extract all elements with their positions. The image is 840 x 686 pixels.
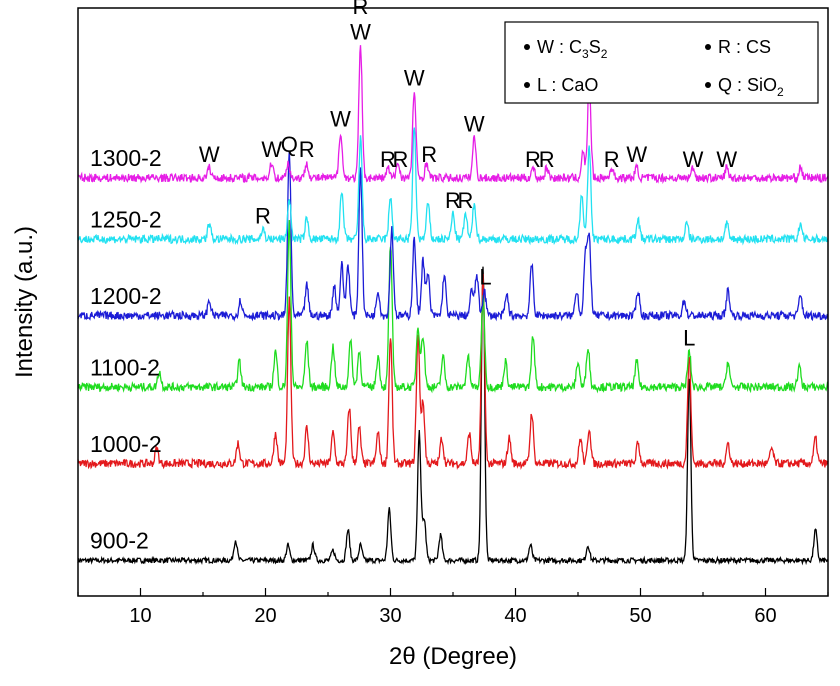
series-label: 1250-2 <box>90 206 162 232</box>
x-tick-label: 40 <box>504 605 526 627</box>
peak-label: W <box>464 112 485 137</box>
series-label: 1100-2 <box>90 354 160 380</box>
series-label: 1000-2 <box>90 431 162 457</box>
x-tick-label: 10 <box>129 605 151 627</box>
peak-label: R <box>393 147 409 172</box>
peak-label: R <box>604 147 620 172</box>
series-line-900-2 <box>77 266 829 566</box>
peak-label: W <box>330 106 351 131</box>
peak-label: W <box>199 142 220 167</box>
peak-label: W <box>350 20 371 45</box>
peak-label: R <box>458 188 474 213</box>
legend-bullet-icon <box>705 44 711 50</box>
series-line-1200-2 <box>77 150 829 322</box>
series-label: 900-2 <box>90 528 149 554</box>
peak-label: L <box>683 326 695 351</box>
peak-label: W <box>261 137 282 162</box>
peak-label: R <box>539 147 555 172</box>
peak-label: R <box>421 142 437 167</box>
peak-label: R <box>380 147 396 172</box>
peak-label: R <box>299 137 315 162</box>
x-tick-label: 50 <box>629 605 651 627</box>
legend-entry-q: Q : SiO2 <box>718 75 784 99</box>
legend-bullet-icon <box>705 82 711 88</box>
x-axis-label: 2θ (Degree) <box>389 643 517 670</box>
series-line-1250-2 <box>77 127 829 246</box>
peak-label: W <box>626 142 647 167</box>
peak-label: L <box>479 265 491 290</box>
peak-label: R <box>255 203 271 228</box>
series-label: 1300-2 <box>90 145 162 171</box>
x-tick-label: 60 <box>754 605 776 627</box>
peak-label-layer: WWQRWWRRRWRWRRWRWWWRRRLL <box>199 0 738 351</box>
series-label: 1200-2 <box>90 283 162 309</box>
series-layer <box>77 45 829 566</box>
y-axis-label: Intensity (a.u.) <box>11 226 38 378</box>
peak-label: R <box>525 147 541 172</box>
x-axis-ticks: 10 20 30 40 50 60 <box>77 588 829 627</box>
series-line-1300-2 <box>77 45 829 185</box>
x-tick-label: 30 <box>379 605 401 627</box>
peak-label: W <box>683 147 704 172</box>
legend-bullet-icon <box>524 82 530 88</box>
legend: W : C3S2 R : CS L : CaO Q : SiO2 <box>504 21 819 104</box>
legend-box <box>504 21 819 104</box>
peak-label: W <box>716 147 737 172</box>
peak-label: R <box>445 188 461 213</box>
legend-entry-r: R : CS <box>718 37 771 57</box>
series-line-1100-2 <box>77 219 829 394</box>
peak-label: Q <box>281 132 298 157</box>
series-line-1000-2 <box>77 273 829 471</box>
peak-label: R <box>353 0 369 19</box>
legend-bullet-icon <box>524 44 530 50</box>
x-tick-label: 20 <box>254 605 276 627</box>
legend-entry-l: L : CaO <box>537 75 598 95</box>
peak-label: W <box>404 66 425 91</box>
series-label-layer: 900-2 1000-2 1100-2 1200-2 1250-2 1300-2 <box>90 145 162 554</box>
legend-entry-w: W : C3S2 <box>537 37 608 61</box>
